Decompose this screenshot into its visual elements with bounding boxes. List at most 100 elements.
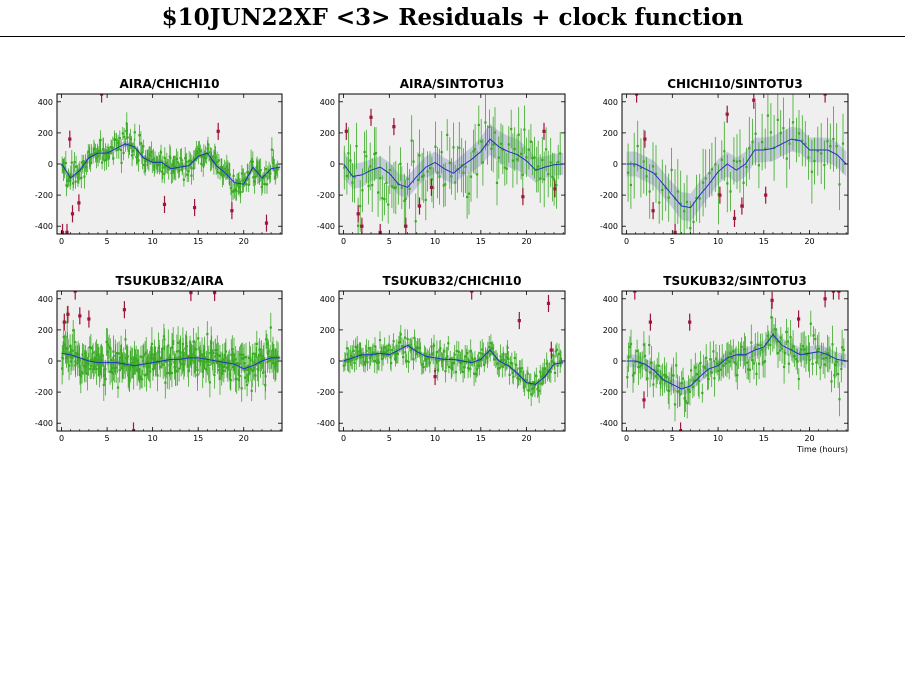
data-point — [425, 358, 428, 361]
data-point — [446, 133, 449, 136]
data-point — [648, 190, 651, 193]
data-point — [545, 362, 548, 365]
data-point — [99, 139, 102, 142]
data-point — [174, 370, 177, 373]
data-point — [526, 372, 529, 375]
data-point — [246, 383, 249, 386]
data-point — [437, 359, 440, 362]
data-point — [234, 188, 237, 191]
x-tick-label: 0 — [59, 237, 64, 246]
data-point — [101, 354, 104, 357]
data-point — [359, 349, 362, 352]
data-point — [392, 340, 395, 343]
data-point — [704, 366, 707, 369]
data-point — [833, 374, 836, 377]
data-point — [137, 159, 140, 162]
data-point — [695, 197, 698, 200]
data-point — [714, 357, 718, 360]
data-point — [69, 174, 72, 177]
data-point — [390, 185, 393, 188]
data-point — [393, 352, 396, 355]
data-point — [214, 156, 217, 159]
flagged-point — [764, 193, 768, 197]
data-point — [532, 386, 535, 389]
data-point — [551, 360, 554, 363]
flagged-point — [230, 209, 234, 213]
data-point — [207, 361, 210, 364]
data-point — [787, 362, 790, 365]
y-tick-label: -400 — [600, 419, 618, 428]
data-point — [473, 357, 476, 360]
data-point — [266, 171, 269, 174]
data-point — [93, 359, 96, 362]
data-point — [217, 354, 220, 357]
data-point — [361, 356, 365, 359]
data-point — [231, 348, 234, 351]
flagged-point — [70, 212, 75, 216]
data-point — [374, 151, 378, 155]
data-point — [105, 158, 108, 161]
data-point — [469, 367, 472, 370]
data-point — [510, 362, 513, 365]
data-point — [172, 163, 175, 166]
data-point — [271, 162, 274, 165]
data-point — [782, 127, 785, 130]
flagged-point — [770, 298, 774, 302]
data-point — [205, 156, 208, 160]
data-point — [810, 170, 813, 173]
data-point — [94, 356, 97, 359]
panel-tsukub32-sintotu3: 0 5 10 15 20 -400 -200 0 200 400 TSUKUB32/SINTOTU3… — [600, 274, 849, 454]
data-point — [667, 196, 670, 199]
data-point — [695, 373, 698, 376]
data-point — [518, 367, 521, 370]
data-point — [169, 156, 172, 160]
data-point — [95, 157, 98, 160]
data-point — [511, 159, 514, 162]
data-point — [116, 361, 119, 364]
x-tick-label: 0 — [59, 434, 64, 443]
data-point — [221, 175, 224, 178]
data-point — [170, 346, 174, 349]
data-point — [216, 348, 219, 352]
data-point — [276, 168, 279, 171]
data-point — [89, 161, 92, 164]
flagged-point — [193, 206, 197, 210]
data-point — [107, 150, 110, 153]
data-point — [522, 379, 525, 382]
data-point — [795, 358, 798, 361]
data-point — [661, 188, 664, 192]
data-point — [506, 355, 509, 359]
data-point — [539, 382, 542, 385]
data-point — [705, 356, 708, 359]
flagged-point — [360, 224, 364, 228]
data-point — [228, 172, 231, 175]
data-point — [381, 197, 384, 200]
data-point — [552, 354, 555, 357]
data-point — [708, 172, 711, 175]
data-point — [450, 175, 453, 178]
data-point — [244, 177, 247, 181]
data-point — [355, 358, 358, 361]
data-point — [238, 186, 242, 189]
flagged-point — [633, 291, 637, 293]
data-point — [194, 366, 197, 369]
data-point — [65, 184, 68, 187]
data-point — [109, 370, 112, 373]
data-point — [484, 355, 488, 358]
data-point — [483, 363, 486, 367]
data-point — [189, 349, 192, 352]
data-point — [679, 202, 682, 205]
data-point — [108, 345, 111, 348]
flagged-point — [264, 221, 269, 225]
data-point — [356, 350, 359, 353]
data-point — [380, 358, 383, 361]
data-point — [127, 149, 130, 152]
data-point — [188, 355, 191, 358]
data-point — [92, 351, 95, 354]
data-point — [216, 171, 220, 174]
data-point — [175, 157, 178, 161]
data-point — [636, 350, 639, 353]
data-point — [745, 165, 748, 169]
data-point — [118, 137, 121, 140]
